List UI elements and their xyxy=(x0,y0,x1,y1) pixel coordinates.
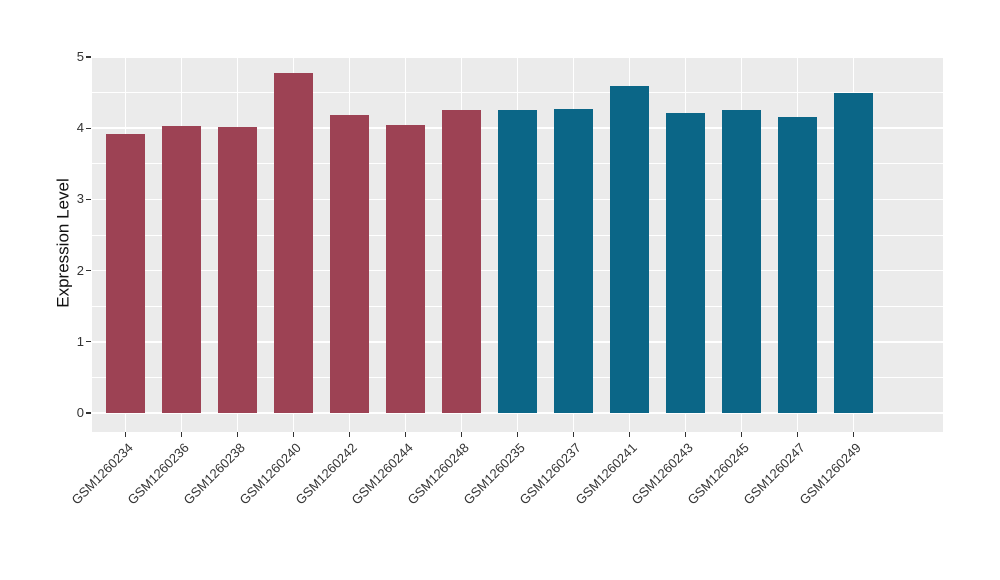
y-tick-label: 2 xyxy=(76,262,84,278)
x-tick-mark xyxy=(124,432,127,437)
bar xyxy=(217,127,258,413)
y-axis-title: Expression Level xyxy=(53,178,73,308)
x-tick-mark xyxy=(852,432,854,437)
x-tick-mark xyxy=(796,432,799,437)
y-tick-mark xyxy=(86,198,91,200)
bar xyxy=(441,109,482,413)
x-tick-mark xyxy=(348,432,351,437)
bar xyxy=(665,113,706,413)
y-tick-label: 0 xyxy=(76,405,84,420)
h-gridline-major xyxy=(92,57,943,58)
y-tick-label: 5 xyxy=(76,49,84,64)
h-gridline-minor xyxy=(92,92,943,94)
y-tick-mark xyxy=(86,270,91,272)
y-tick-mark xyxy=(86,127,91,129)
bar xyxy=(609,86,650,413)
y-tick-label: 3 xyxy=(76,191,84,207)
x-tick-mark xyxy=(460,432,463,437)
y-tick-label: 4 xyxy=(76,120,84,136)
x-tick-mark xyxy=(516,432,519,437)
x-tick-mark xyxy=(572,432,575,437)
x-tick-mark xyxy=(404,432,407,437)
x-tick-mark xyxy=(684,432,687,437)
y-tick-label: 1 xyxy=(76,333,84,349)
x-tick-mark xyxy=(292,432,295,437)
bar xyxy=(497,109,538,413)
y-tick-mark xyxy=(86,412,91,414)
plot-panel xyxy=(92,57,943,432)
y-tick-mark xyxy=(86,56,91,58)
x-tick-mark xyxy=(236,432,239,437)
bar xyxy=(161,126,202,413)
x-tick-mark xyxy=(180,432,183,437)
h-gridline-major xyxy=(92,412,943,414)
y-tick-mark xyxy=(86,341,91,343)
bar xyxy=(385,125,426,413)
x-tick-mark xyxy=(628,432,631,437)
bar xyxy=(105,133,146,413)
x-tick-mark xyxy=(740,432,743,437)
bar xyxy=(329,114,370,413)
bar xyxy=(553,108,594,413)
bar xyxy=(273,73,314,413)
bar xyxy=(777,116,818,413)
bar xyxy=(833,92,873,413)
bar xyxy=(721,110,762,413)
